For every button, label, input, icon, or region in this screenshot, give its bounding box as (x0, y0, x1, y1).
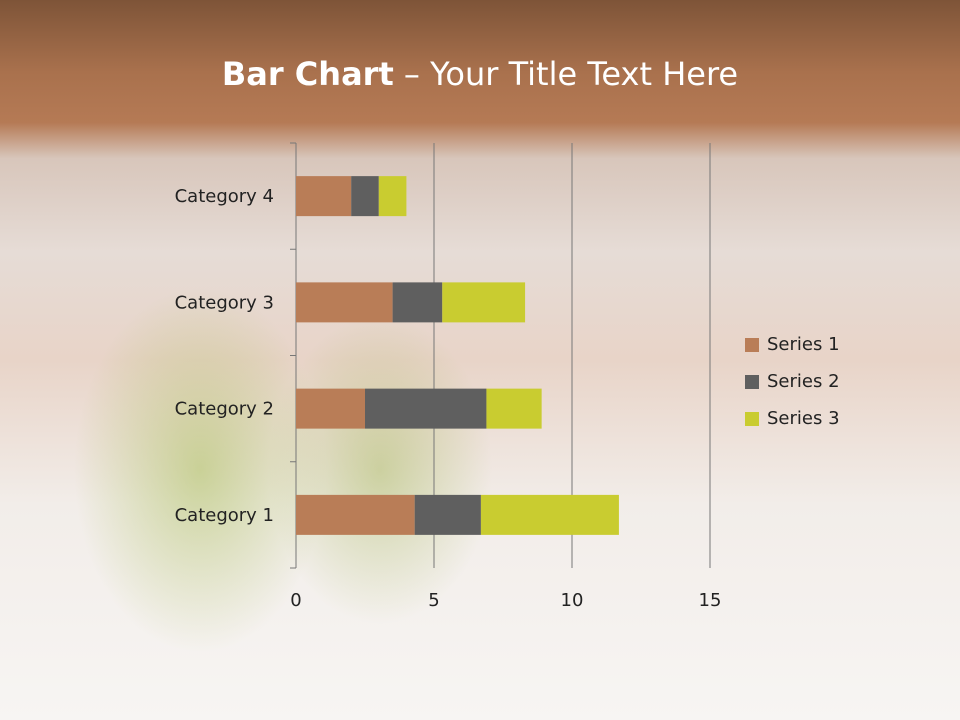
category-label: Category 4 (175, 186, 274, 207)
category-label: Category 1 (175, 505, 274, 526)
legend-swatch (745, 337, 759, 352)
bar-series-2 (414, 494, 481, 535)
category-label: Category 2 (175, 399, 274, 420)
legend-swatch (745, 374, 759, 389)
bar-series-1 (296, 176, 352, 217)
bar-series-1 (296, 494, 415, 535)
x-tick-label: 10 (561, 590, 584, 611)
legend-label: Series 1 (767, 334, 840, 355)
legend-label: Series 3 (767, 408, 840, 429)
bar-series-1 (296, 388, 365, 429)
bar-series-3 (378, 176, 407, 217)
legend-label: Series 2 (767, 371, 840, 392)
x-tick-label: 5 (428, 590, 439, 611)
x-tick-label: 15 (699, 590, 722, 611)
bar-series-1 (296, 282, 393, 323)
legend-item: Series 2 (745, 363, 840, 400)
bar-series-2 (392, 282, 443, 323)
bar-series-2 (365, 388, 487, 429)
legend: Series 1 Series 2 Series 3 (745, 326, 840, 437)
title-rest: – Your Title Text Here (393, 55, 739, 93)
bar-series-3 (480, 494, 619, 535)
legend-swatch (745, 411, 759, 426)
legend-item: Series 1 (745, 326, 840, 363)
legend-item: Series 3 (745, 400, 840, 437)
slide-title: Bar Chart – Your Title Text Here (0, 55, 960, 93)
bar-series-2 (351, 176, 379, 217)
category-label: Category 3 (175, 292, 274, 313)
x-tick-label: 0 (290, 590, 301, 611)
bar-series-3 (442, 282, 526, 323)
bar-series-3 (486, 388, 542, 429)
title-bold: Bar Chart (221, 55, 394, 93)
